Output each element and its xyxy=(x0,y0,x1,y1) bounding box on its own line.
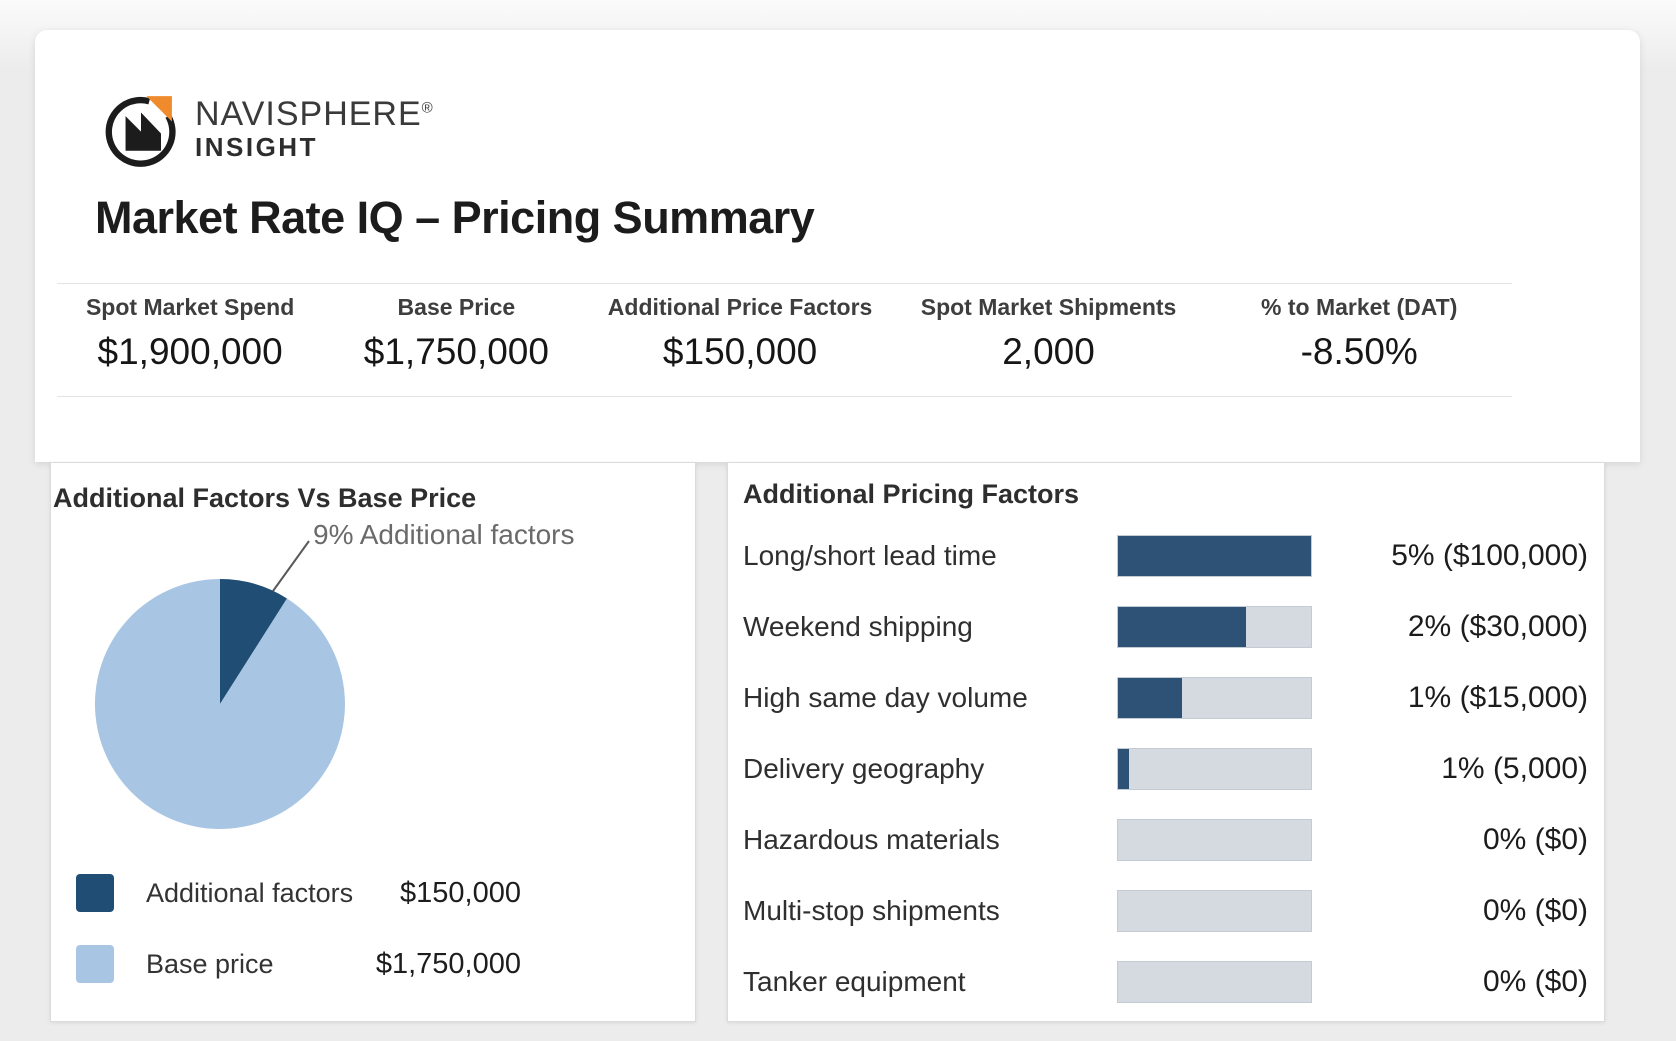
kpi-value: $1,900,000 xyxy=(97,331,283,372)
kpi-base-price: Base Price $1,750,000 xyxy=(323,284,589,396)
kpi-value: $1,750,000 xyxy=(363,331,549,372)
factor-row-high-same-day-volume: High same day volume 1% ($15,000) xyxy=(728,662,1604,733)
pie-slice-additional-factors xyxy=(220,579,287,704)
registered-mark: ® xyxy=(421,99,434,117)
kpi-value: -8.50% xyxy=(1300,331,1418,372)
factor-value: 0% ($0) xyxy=(1482,822,1588,856)
kpi-strip: Spot Market Spend $1,900,000 Base Price … xyxy=(57,283,1512,397)
legend-item-additional-factors: Additional factors $150,000 xyxy=(76,871,521,915)
factor-bar-fill xyxy=(1118,677,1182,718)
factor-bar-fill xyxy=(1118,535,1311,576)
factor-label: High same day volume xyxy=(743,681,1028,713)
page-title: Market Rate IQ – Pricing Summary xyxy=(95,192,815,243)
factor-row-long-short-lead-time: Long/short lead time 5% ($100,000) xyxy=(728,520,1604,591)
factors-panel-title: Additional Pricing Factors xyxy=(743,479,1080,509)
kpi-spot-market-shipments: Spot Market Shipments 2,000 xyxy=(891,284,1207,396)
factor-value: 0% ($0) xyxy=(1482,964,1588,998)
factor-bar-track xyxy=(1117,818,1312,861)
factor-label: Multi-stop shipments xyxy=(743,894,1000,926)
logo-sub-text: INSIGHT xyxy=(195,131,318,162)
kpi-spot-market-spend: Spot Market Spend $1,900,000 xyxy=(57,284,323,396)
factor-value: 5% ($100,000) xyxy=(1391,538,1588,572)
navisphere-logo: NAVISPHERE® INSIGHT xyxy=(101,86,434,170)
legend-swatch xyxy=(76,945,114,983)
factors-panel: Additional Pricing Factors Long/short le… xyxy=(727,462,1605,1022)
kpi-additional-price-factors: Additional Price Factors $150,000 xyxy=(590,284,891,396)
factor-label: Weekend shipping xyxy=(743,610,973,642)
factor-value: 0% ($0) xyxy=(1482,893,1588,927)
factor-bar-fill xyxy=(1118,606,1247,647)
factor-bar-track xyxy=(1117,605,1312,648)
pie-callout-label: 9% Additional factors xyxy=(313,519,575,550)
kpi-label: % to Market (DAT) xyxy=(1261,294,1458,320)
kpi-value: 2,000 xyxy=(1002,331,1095,372)
callout-line xyxy=(272,540,310,592)
kpi-label: Base Price xyxy=(397,294,516,320)
factor-bar-track xyxy=(1117,676,1312,719)
factor-label: Long/short lead time xyxy=(743,539,997,571)
factor-row-tanker-equipment: Tanker equipment 0% ($0) xyxy=(728,946,1604,1017)
factor-bar-track xyxy=(1117,534,1312,577)
kpi-value: $150,000 xyxy=(662,331,818,372)
factor-label: Hazardous materials xyxy=(743,823,1000,855)
legend-swatch xyxy=(76,874,114,912)
factor-label: Delivery geography xyxy=(743,752,985,784)
factor-value: 1% ($15,000) xyxy=(1407,680,1588,714)
factor-row-hazardous-materials: Hazardous materials 0% ($0) xyxy=(728,804,1604,875)
logo-text: NAVISPHERE® INSIGHT xyxy=(195,97,434,160)
factor-bar-fill xyxy=(1118,748,1129,789)
kpi-label: Spot Market Shipments xyxy=(920,294,1177,320)
kpi-label: Additional Price Factors xyxy=(607,294,873,320)
pie-panel: Additional Factors Vs Base Price 9% Addi… xyxy=(50,462,696,1022)
factor-label: Tanker equipment xyxy=(743,965,966,997)
logo-brand-text: NAVISPHERE® xyxy=(195,94,434,133)
legend-value: $1,750,000 xyxy=(375,947,521,980)
navisphere-logo-icon xyxy=(105,96,176,167)
legend-label: Base price xyxy=(146,948,274,979)
pie-slice-base-price xyxy=(94,578,345,829)
kpi-label: Spot Market Spend xyxy=(85,294,295,320)
factor-row-multi-stop-shipments: Multi-stop shipments 0% ($0) xyxy=(728,875,1604,946)
legend-value: $150,000 xyxy=(400,876,521,909)
factor-value: 1% (5,000) xyxy=(1441,751,1588,785)
header-card: NAVISPHERE® INSIGHT Market Rate IQ – Pri… xyxy=(35,30,1640,462)
legend-item-base-price: Base price $1,750,000 xyxy=(76,942,521,986)
factor-value: 2% ($30,000) xyxy=(1407,609,1588,643)
kpi-pct-to-market-dat: % to Market (DAT) -8.50% xyxy=(1206,284,1512,396)
factor-row-weekend-shipping: Weekend shipping 2% ($30,000) xyxy=(728,591,1604,662)
factor-bar-track xyxy=(1117,889,1312,932)
factor-rows: Long/short lead time 5% ($100,000) Weeke… xyxy=(728,520,1604,1017)
factor-bar-track xyxy=(1117,747,1312,790)
factor-bar-track xyxy=(1117,960,1312,1003)
factor-row-delivery-geography: Delivery geography 1% (5,000) xyxy=(728,733,1604,804)
pie-panel-title: Additional Factors Vs Base Price xyxy=(53,483,477,513)
legend-label: Additional factors xyxy=(146,877,354,908)
